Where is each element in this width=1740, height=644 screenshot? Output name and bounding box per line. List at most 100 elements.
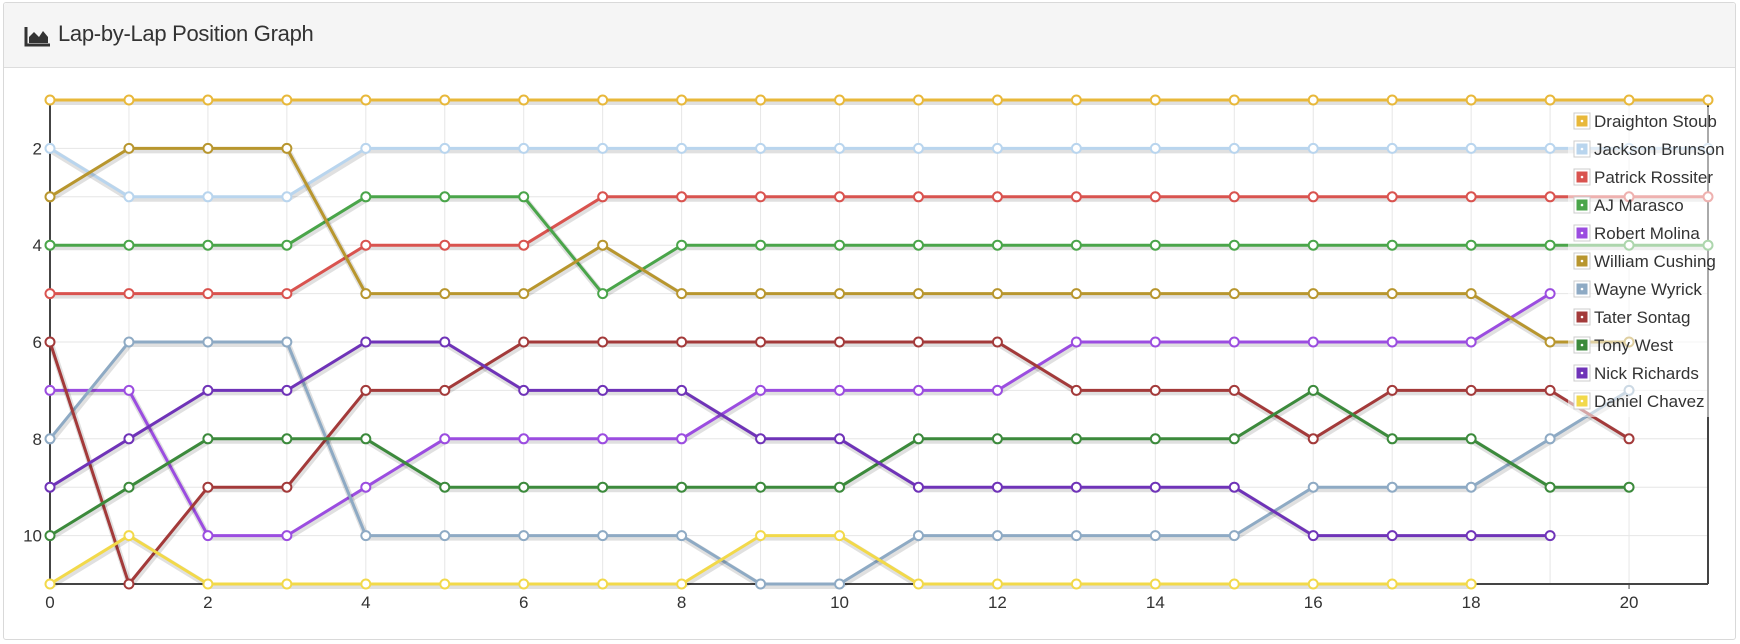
data-point xyxy=(281,384,293,396)
data-point xyxy=(1228,336,1240,348)
data-point xyxy=(123,530,135,542)
data-point xyxy=(518,94,530,106)
data-point xyxy=(1307,142,1319,154)
data-point xyxy=(1070,530,1082,542)
data-point xyxy=(676,142,688,154)
data-point xyxy=(439,578,451,590)
data-point xyxy=(676,481,688,493)
legend-item: Daniel Chavez xyxy=(1573,392,1705,411)
data-point xyxy=(912,530,924,542)
data-point xyxy=(912,578,924,590)
data-point xyxy=(1386,94,1398,106)
data-point xyxy=(597,288,609,300)
data-point xyxy=(281,578,293,590)
data-point xyxy=(1386,288,1398,300)
data-point xyxy=(123,578,135,590)
data-point xyxy=(44,142,56,154)
y-tick-label: 6 xyxy=(33,333,42,352)
data-point xyxy=(202,433,214,445)
data-point xyxy=(676,191,688,203)
data-point xyxy=(1307,336,1319,348)
x-tick-label: 10 xyxy=(830,593,849,612)
data-point xyxy=(676,239,688,251)
series-line xyxy=(49,340,1551,538)
legend-item: Patrick Rossiter xyxy=(1573,168,1713,187)
legend-item: AJ Marasco xyxy=(1573,196,1684,215)
data-point xyxy=(439,433,451,445)
data-point xyxy=(912,239,924,251)
data-point xyxy=(1070,481,1082,493)
data-point xyxy=(1307,191,1319,203)
data-point xyxy=(1465,481,1477,493)
data-point xyxy=(44,239,56,251)
data-point xyxy=(1544,433,1556,445)
data-point xyxy=(360,384,372,396)
series-9 xyxy=(44,384,1635,542)
legend-background xyxy=(1568,107,1716,417)
series-2 xyxy=(44,142,1714,203)
data-point xyxy=(1228,481,1240,493)
series-line-shadow xyxy=(49,147,1709,202)
legend-swatch-dot xyxy=(1580,259,1584,263)
data-point xyxy=(912,481,924,493)
data-point xyxy=(834,530,846,542)
data-point xyxy=(834,191,846,203)
data-point xyxy=(1149,191,1161,203)
series-line-shadow xyxy=(51,293,1553,541)
x-tick-label: 6 xyxy=(519,593,528,612)
legend-item: Tater Sontag xyxy=(1573,308,1690,327)
data-point xyxy=(518,142,530,154)
y-tick-label: 8 xyxy=(33,430,42,449)
legend-label: Patrick Rossiter xyxy=(1594,168,1713,187)
data-point xyxy=(912,142,924,154)
data-point xyxy=(1228,288,1240,300)
data-point xyxy=(439,384,451,396)
data-point xyxy=(676,384,688,396)
data-point xyxy=(281,336,293,348)
data-point xyxy=(755,336,767,348)
data-point xyxy=(518,191,530,203)
series-1 xyxy=(44,94,1714,106)
legend-label: Robert Molina xyxy=(1594,224,1700,243)
data-point xyxy=(912,94,924,106)
legend-label: Tater Sontag xyxy=(1594,308,1690,327)
data-point xyxy=(755,239,767,251)
data-point xyxy=(1465,239,1477,251)
data-point xyxy=(1623,433,1635,445)
data-point xyxy=(1544,94,1556,106)
data-point xyxy=(518,578,530,590)
data-point xyxy=(360,142,372,154)
data-point xyxy=(518,384,530,396)
data-point xyxy=(1544,288,1556,300)
data-point xyxy=(202,94,214,106)
series-11 xyxy=(44,530,1477,590)
data-point xyxy=(123,433,135,445)
data-point xyxy=(1149,433,1161,445)
data-point xyxy=(1149,336,1161,348)
legend-swatch-dot xyxy=(1580,119,1584,123)
x-tick-label: 16 xyxy=(1304,593,1323,612)
data-point xyxy=(1544,191,1556,203)
data-point xyxy=(123,481,135,493)
data-point xyxy=(676,578,688,590)
series-7 xyxy=(44,336,1635,590)
data-point xyxy=(1070,578,1082,590)
data-point xyxy=(1465,336,1477,348)
series-line-shadow xyxy=(49,389,1631,541)
data-point xyxy=(755,142,767,154)
series-line-shadow xyxy=(48,341,1632,589)
data-point xyxy=(755,578,767,590)
data-point xyxy=(1228,384,1240,396)
data-point xyxy=(202,578,214,590)
data-point xyxy=(1307,288,1319,300)
data-point xyxy=(1149,578,1161,590)
legend-item: Robert Molina xyxy=(1573,224,1700,243)
data-point xyxy=(281,481,293,493)
data-point xyxy=(360,578,372,590)
series-lines xyxy=(44,94,1714,590)
series-line-shadow xyxy=(48,341,1632,589)
data-point xyxy=(834,481,846,493)
series-6 xyxy=(44,142,1635,348)
data-point xyxy=(597,336,609,348)
